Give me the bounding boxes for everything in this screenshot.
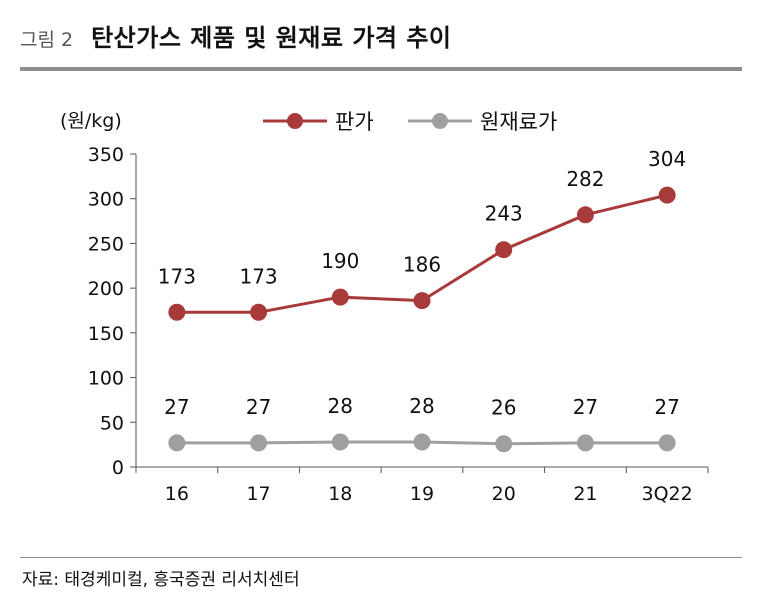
series-2-point (495, 435, 513, 453)
data-label: 304 (648, 147, 686, 171)
data-label: 28 (409, 394, 434, 418)
series-2-point (331, 433, 349, 451)
data-label: 27 (573, 395, 598, 419)
y-tick-label: 300 (88, 189, 124, 211)
legend-marker-2 (432, 113, 448, 129)
legend-marker-1 (287, 113, 303, 129)
series-2-point (576, 434, 594, 452)
x-tick-label: 19 (410, 483, 434, 505)
series-1-point (331, 288, 349, 306)
series-2-point (658, 434, 676, 452)
x-tick-label: 17 (246, 483, 270, 505)
y-tick-label: 200 (88, 278, 124, 300)
y-tick-label: 50 (100, 412, 124, 434)
series-1-point (495, 241, 513, 259)
x-tick-label: 16 (165, 483, 189, 505)
footer-divider (20, 557, 742, 558)
y-tick-label: 0 (112, 457, 124, 479)
data-label: 26 (491, 396, 516, 420)
series-2-point (168, 434, 186, 452)
y-axis-label: (원/kg) (60, 110, 122, 132)
series-2-point (413, 433, 431, 451)
series-1-point (250, 303, 268, 321)
series-1-point (576, 206, 594, 224)
y-tick-label: 100 (88, 368, 124, 390)
y-tick-label: 250 (88, 233, 124, 255)
data-label: 27 (164, 395, 189, 419)
y-tick-label: 150 (88, 323, 124, 345)
data-label: 173 (239, 264, 277, 288)
data-label: 243 (485, 202, 523, 226)
data-label: 28 (328, 394, 353, 418)
x-tick-label: 21 (573, 483, 597, 505)
figure-title: 탄산가스 제품 및 원재료 가격 추이 (91, 24, 452, 52)
figure-header: 그림 2 탄산가스 제품 및 원재료 가격 추이 (20, 18, 452, 58)
source-note: 자료: 태경케미컬, 흥국증권 리서치센터 (22, 570, 300, 590)
legend-label-2: 원재료가 (480, 110, 557, 134)
data-label: 27 (246, 395, 271, 419)
x-tick-label: 3Q22 (642, 483, 693, 505)
x-tick-label: 20 (492, 483, 516, 505)
data-label: 282 (566, 167, 604, 191)
data-label: 173 (158, 264, 196, 288)
header-divider (20, 67, 742, 71)
series-2-point (250, 434, 268, 452)
series-1-point (168, 303, 186, 321)
x-tick-label: 18 (328, 483, 352, 505)
data-label: 190 (321, 249, 359, 273)
series-1-point (658, 186, 676, 204)
data-label: 27 (654, 395, 679, 419)
figure-label: 그림 2 (20, 29, 74, 51)
legend-label-1: 판가 (335, 110, 374, 134)
data-label: 186 (403, 253, 441, 277)
series-1-point (413, 292, 431, 310)
y-tick-label: 350 (88, 144, 124, 166)
line-chart: (원/kg) 0 50 100 150 200 250 300 350 16 17 18 19 20 21 3… (60, 110, 709, 505)
